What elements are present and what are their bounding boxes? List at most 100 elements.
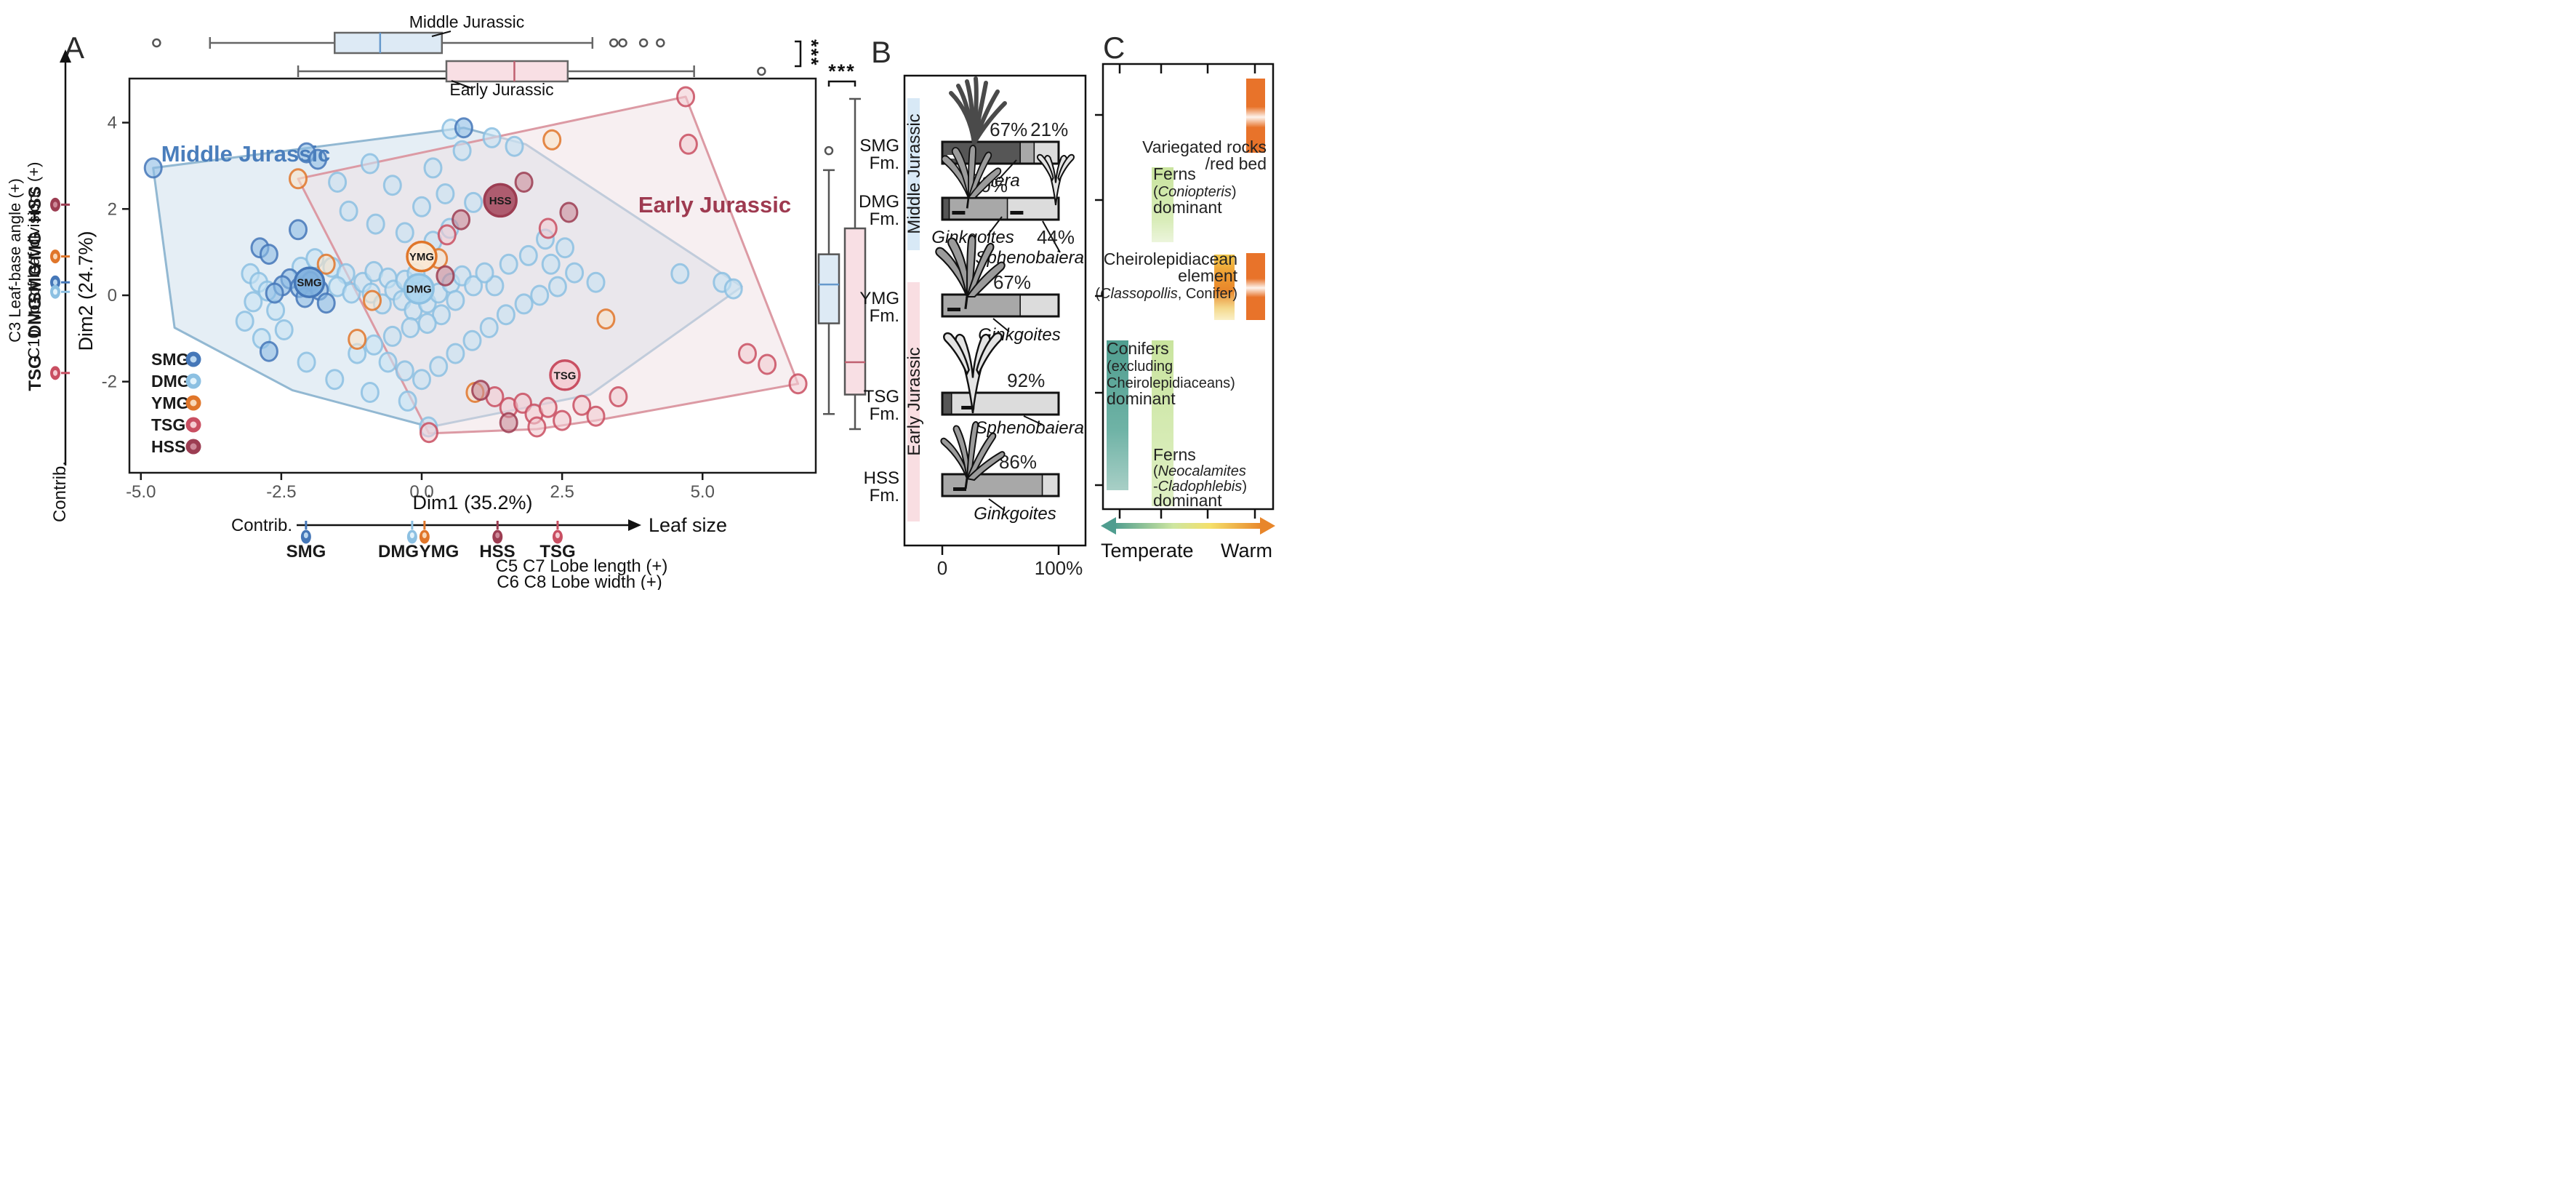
contrib-y-dot-inner bbox=[53, 201, 57, 208]
climate-gradient-arrow bbox=[1114, 523, 1262, 529]
scatter-point-smg bbox=[454, 117, 473, 139]
warm-arrowhead-icon bbox=[1260, 517, 1275, 535]
centroid-tsg bbox=[549, 359, 581, 391]
scatter-point-tsg bbox=[437, 224, 457, 246]
bar-segment bbox=[1041, 473, 1059, 497]
callout-line bbox=[1023, 415, 1043, 425]
scatter-point-dmg bbox=[266, 300, 286, 321]
ferns-coniopteris-bar bbox=[1152, 167, 1173, 242]
x-tick-label: 2.5 bbox=[550, 482, 574, 502]
scatter-point-dmg bbox=[547, 276, 567, 297]
scatter-point-dmg bbox=[475, 262, 494, 284]
conifers-dominant-text: (excluding bbox=[1107, 359, 1173, 375]
scatter-point-tsg bbox=[758, 353, 777, 375]
contrib-y-label-ymg: YMG bbox=[25, 232, 45, 272]
panel-b-label: B bbox=[871, 35, 891, 69]
centroid-label-tsg: TSG bbox=[554, 369, 577, 382]
scatter-point-ymg bbox=[348, 329, 367, 350]
scatter-point-hss bbox=[471, 380, 491, 401]
scatter-point-hss bbox=[436, 265, 455, 287]
scatter-point-tsg bbox=[676, 86, 696, 108]
scatter-point-dmg bbox=[297, 351, 316, 373]
bar-scale-dash bbox=[961, 406, 975, 409]
scatter-point-ymg bbox=[289, 168, 308, 190]
bar-axis-label-0: 0 bbox=[937, 557, 947, 579]
ferns-coniopteris-text: dominant bbox=[1153, 198, 1222, 217]
climate-frame bbox=[1102, 63, 1275, 511]
contrib-x-label-tsg: TSG bbox=[539, 542, 575, 561]
callout-line bbox=[987, 216, 1003, 236]
scatter-point-tsg bbox=[538, 396, 558, 418]
cheirolepidiacean-text: (Classopollis, Conifer) bbox=[1095, 286, 1237, 302]
scatter-point-dmg bbox=[325, 369, 345, 391]
bar-segment bbox=[942, 392, 952, 415]
bar-axis-label-100: 100% bbox=[1035, 557, 1083, 579]
scatter-point-dmg bbox=[436, 183, 455, 204]
scatter-point-dmg bbox=[496, 304, 515, 326]
scatter-point-hss bbox=[499, 412, 518, 433]
contrib-y-label-smg: SMG bbox=[25, 264, 45, 304]
scatter-point-smg bbox=[316, 292, 336, 314]
y-tick-label: 4 bbox=[108, 113, 117, 133]
panel-c-label: C bbox=[1103, 31, 1125, 65]
axis-ticks: -5.0 -2.5 0.0 2.5 5.0 4 2 0 -2 bbox=[102, 113, 715, 502]
bar-segment bbox=[1019, 294, 1059, 317]
bar-segment bbox=[948, 197, 1008, 220]
x-tick-label: -2.5 bbox=[266, 482, 296, 502]
middle-jurassic-hull-label: Middle Jurassic bbox=[161, 141, 331, 167]
conifers-dominant-text: Conifers bbox=[1107, 339, 1169, 358]
scatter-point-smg bbox=[289, 219, 308, 241]
variegated-rocks-bar bbox=[1246, 79, 1265, 153]
scatter-point-tsg bbox=[527, 416, 547, 438]
sig-stars-top: *** bbox=[801, 39, 822, 67]
contrib-y-dot-inner bbox=[53, 279, 57, 286]
bar-outline bbox=[941, 140, 1060, 165]
top-box-middle-outlier bbox=[152, 38, 161, 48]
scatter-point-dmg bbox=[446, 343, 465, 364]
contrib-x-dots: SMG DMG YMG HSS TSG bbox=[286, 521, 576, 561]
scatter-point-dmg bbox=[398, 390, 417, 412]
top-box-middle-label: Middle Jurassic bbox=[409, 12, 525, 31]
taxon-label: Ginkgoites bbox=[974, 504, 1056, 524]
legend-marker-inner bbox=[190, 356, 197, 363]
scatter-point-tsg bbox=[420, 422, 438, 444]
top-box-early-outlier bbox=[757, 66, 766, 76]
contrib-y-label-dmg: DMG bbox=[25, 297, 45, 337]
bar-scale-dash bbox=[947, 308, 960, 311]
scatter-point-dmg bbox=[452, 140, 472, 161]
scatter-point-tsg bbox=[538, 217, 558, 239]
scatter-point-hss bbox=[452, 209, 471, 231]
percent-label: 67% bbox=[990, 119, 1027, 140]
centroid-label-ymg: YMG bbox=[409, 251, 434, 263]
middle-jurassic-band bbox=[907, 98, 920, 250]
scatter-point-dmg bbox=[479, 317, 499, 338]
contrib-x-dot-inner bbox=[409, 532, 414, 538]
x-tick-label: 0.0 bbox=[409, 482, 433, 502]
early-jurassic-band bbox=[907, 282, 920, 521]
scatter-point-tsg bbox=[678, 133, 698, 155]
temperate-arrowhead-icon bbox=[1101, 517, 1116, 535]
contrib-x-label: Contrib. bbox=[231, 516, 292, 535]
scatter-point-smg bbox=[143, 157, 163, 179]
figure-page: A SMG DMG YMG TSG HSS -5.0 -2.5 0.0 2.5 5.0 4 2 0 -2… bbox=[0, 0, 1288, 590]
middle-label-connector bbox=[431, 31, 452, 37]
ferns-neocalamites-text: dominant bbox=[1153, 491, 1222, 510]
percent-label: 21% bbox=[1030, 119, 1068, 140]
callout-line bbox=[998, 159, 1017, 180]
contrib-x-dot-inner bbox=[555, 532, 560, 538]
scatter-point-tsg bbox=[572, 394, 592, 416]
scatter-point-tsg bbox=[553, 409, 572, 431]
scatter-point-tsg bbox=[586, 405, 606, 427]
scatter-point-smg bbox=[265, 282, 284, 304]
legend-marker-inner bbox=[190, 399, 197, 407]
contrib-x-label-smg: SMG bbox=[286, 542, 326, 561]
contrib-y-label-hss: HSS bbox=[25, 186, 45, 222]
scatter-point-dmg bbox=[360, 382, 380, 403]
composition-frame bbox=[903, 74, 1087, 547]
formation-label-smg: SMG Fm. bbox=[859, 136, 899, 173]
bar-outline bbox=[941, 391, 1060, 416]
top-box-middle-box bbox=[334, 31, 444, 55]
scatter-point-dmg bbox=[364, 334, 384, 356]
callout-line bbox=[1042, 220, 1061, 253]
bar-scale-dash bbox=[1010, 211, 1024, 215]
